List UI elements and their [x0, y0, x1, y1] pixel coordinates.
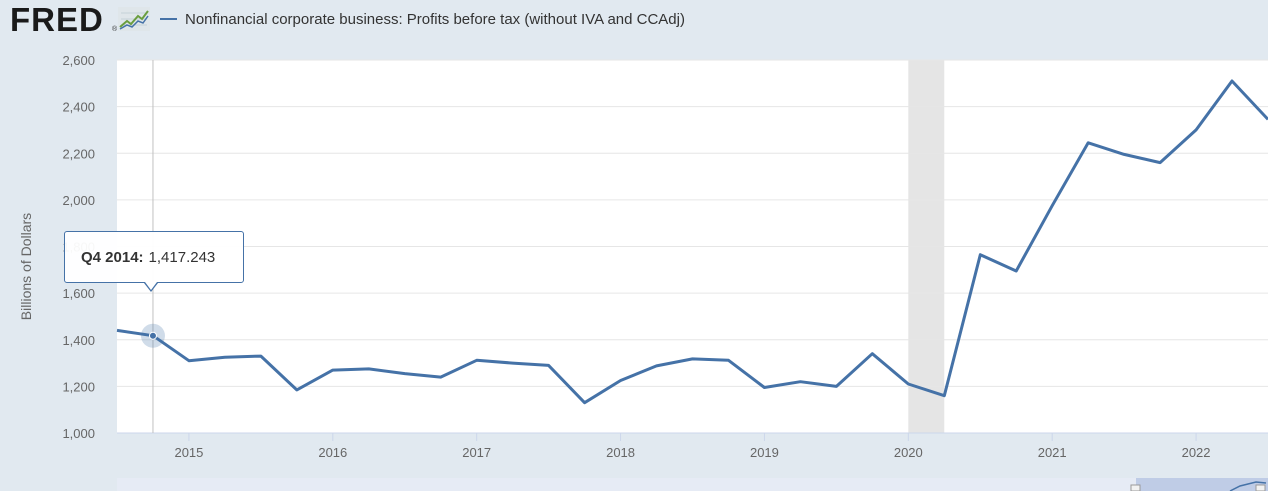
x-tick-label: 2020 — [894, 445, 923, 460]
y-tick-label: 1,000 — [62, 426, 95, 441]
registered-mark: ® — [112, 26, 118, 33]
navigator-series-line — [1229, 481, 1267, 491]
tooltip-date: Q4 2014: — [81, 248, 144, 266]
x-tick-label: 2022 — [1182, 445, 1211, 460]
trend-line-icon — [118, 7, 150, 31]
y-tick-label: 1,200 — [62, 379, 95, 394]
header: FRED ® Nonfinancial corporate business: … — [0, 0, 1268, 38]
navigator-handle-left[interactable] — [1130, 484, 1141, 491]
tooltip-value: 1,417.243 — [148, 248, 216, 266]
legend-series-label: Nonfinancial corporate business: Profits… — [185, 10, 685, 28]
x-tick-label: 2017 — [462, 445, 491, 460]
y-tick-label: 1,400 — [62, 333, 95, 348]
fred-logo[interactable]: FRED — [10, 1, 104, 38]
x-tick-label: 2021 — [1038, 445, 1067, 460]
hover-marker[interactable] — [148, 331, 157, 340]
y-axis-title: Billions of Dollars — [18, 213, 34, 320]
y-tick-label: 1,600 — [62, 286, 95, 301]
x-tick-label: 2016 — [318, 445, 347, 460]
x-tick-label: 2018 — [606, 445, 635, 460]
y-tick-label: 2,200 — [62, 146, 95, 161]
data-tooltip: Q4 2014: 1,417.243 — [64, 231, 244, 283]
series-line[interactable] — [116, 79, 1268, 405]
y-tick-label: 2,600 — [62, 53, 95, 68]
x-tick-label: 2015 — [174, 445, 203, 460]
y-axis-ticks: 1,0001,2001,4001,6001,8002,0002,2002,400… — [62, 53, 95, 441]
chart-legend[interactable]: Nonfinancial corporate business: Profits… — [160, 9, 685, 29]
legend-series-swatch — [160, 18, 177, 20]
y-tick-label: 2,400 — [62, 100, 95, 115]
x-tick-label: 2019 — [750, 445, 779, 460]
navigator-handle-right[interactable] — [1255, 484, 1266, 491]
y-tick-label: 2,000 — [62, 193, 95, 208]
x-axis-ticks: 2015 2016 2017 2018 2019 2020 2021 2022 — [117, 432, 1268, 460]
navigator-strip[interactable] — [117, 478, 1268, 491]
tooltip-pointer-fill — [145, 282, 157, 290]
